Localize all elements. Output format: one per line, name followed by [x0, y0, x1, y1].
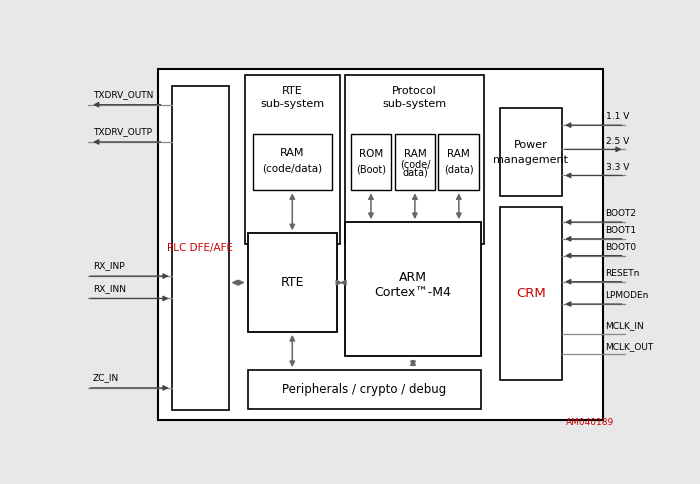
Text: (data): (data) — [444, 164, 474, 174]
Text: AM040189: AM040189 — [566, 418, 614, 427]
Text: (code/: (code/ — [400, 159, 430, 169]
Text: TXDRV_OUTN: TXDRV_OUTN — [93, 90, 153, 99]
Bar — [500, 108, 562, 196]
Text: 3.3 V: 3.3 V — [606, 163, 629, 172]
Bar — [351, 135, 391, 190]
Text: sub-system: sub-system — [260, 99, 324, 109]
Text: MCLK_OUT: MCLK_OUT — [606, 342, 654, 350]
Text: RTE: RTE — [281, 276, 304, 289]
Text: Peripherals / crypto / debug: Peripherals / crypto / debug — [282, 383, 447, 396]
Text: Power: Power — [514, 140, 548, 150]
Bar — [438, 135, 480, 190]
Text: RESETn: RESETn — [606, 269, 640, 278]
Text: 2.5 V: 2.5 V — [606, 136, 629, 146]
Text: ARM: ARM — [399, 272, 427, 285]
Bar — [345, 222, 481, 356]
Bar — [345, 75, 484, 244]
Text: management: management — [494, 154, 568, 165]
Text: RX_INP: RX_INP — [93, 261, 125, 271]
Bar — [248, 370, 481, 409]
Text: BOOT2: BOOT2 — [606, 210, 636, 218]
Bar — [158, 69, 603, 420]
Text: 1.1 V: 1.1 V — [606, 112, 629, 121]
Text: RTE: RTE — [282, 86, 302, 96]
Bar — [500, 207, 562, 380]
Text: RX_INN: RX_INN — [93, 284, 126, 293]
Text: ZC_IN: ZC_IN — [93, 373, 119, 382]
Text: Protocol: Protocol — [392, 86, 437, 96]
Text: TXDRV_OUTP: TXDRV_OUTP — [93, 127, 152, 136]
Text: RAM: RAM — [403, 149, 426, 159]
Text: Cortex™-M4: Cortex™-M4 — [374, 287, 452, 300]
Text: (Boot): (Boot) — [356, 164, 386, 174]
Text: BOOT1: BOOT1 — [606, 226, 637, 235]
Text: MCLK_IN: MCLK_IN — [606, 321, 644, 330]
Text: CRM: CRM — [516, 287, 546, 300]
Text: ROM: ROM — [359, 149, 383, 159]
Bar — [253, 135, 332, 190]
Text: LPMODEn: LPMODEn — [606, 291, 649, 300]
Bar — [172, 86, 228, 410]
Text: sub-system: sub-system — [382, 99, 447, 109]
Text: RAM: RAM — [280, 148, 304, 158]
Text: (code/data): (code/data) — [262, 163, 323, 173]
Text: BOOT0: BOOT0 — [606, 243, 637, 252]
Bar — [248, 233, 337, 332]
Text: data): data) — [402, 168, 428, 178]
Text: PLC DFE/AFE: PLC DFE/AFE — [167, 243, 233, 253]
Bar — [395, 135, 435, 190]
Text: RAM: RAM — [447, 149, 470, 159]
Bar — [245, 75, 340, 244]
